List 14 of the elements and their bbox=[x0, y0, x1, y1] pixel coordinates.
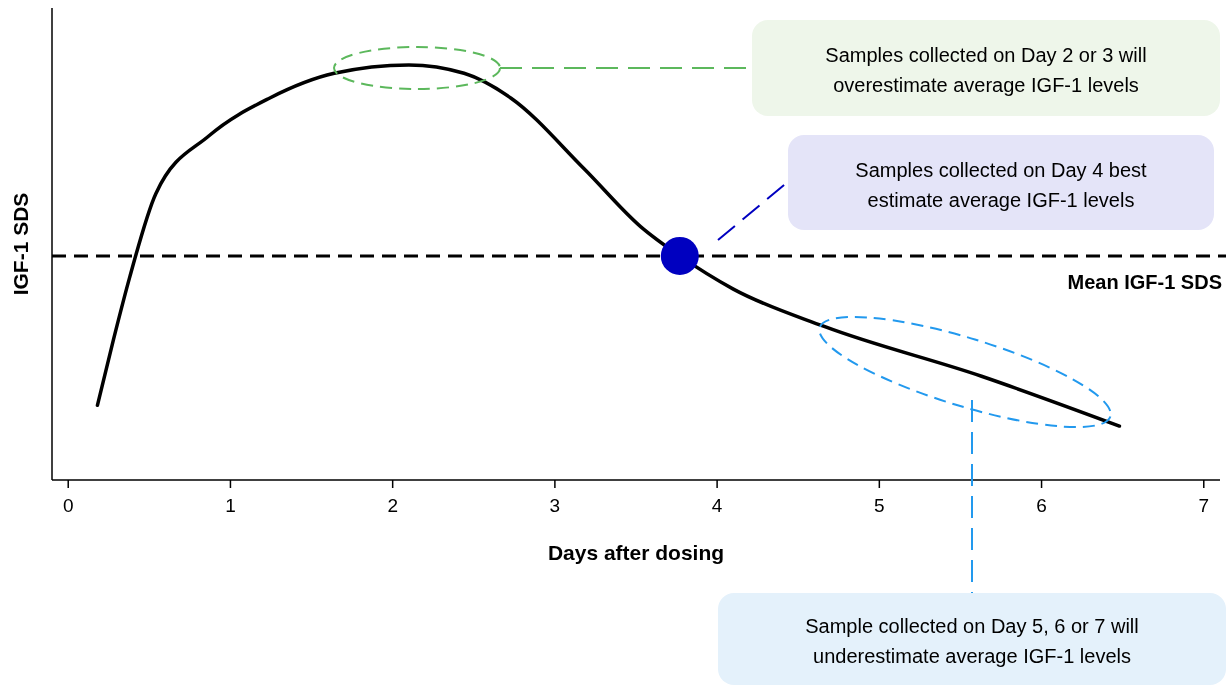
annotation: Samples collected on Day 4 best estimate average IGF-1 levels bbox=[855, 158, 1148, 211]
ref-line-label: Mean IGF-1 SDS bbox=[1067, 270, 1222, 293]
x-tick-label: 1 bbox=[225, 495, 236, 516]
y-axis-title: IGF-1 SDS bbox=[9, 192, 32, 296]
x-tick-label: 6 bbox=[1036, 495, 1047, 516]
x-axis-title: Days after dosing bbox=[547, 541, 725, 564]
x-tick-label: 4 bbox=[711, 495, 723, 516]
x-tick-label: 2 bbox=[387, 495, 398, 516]
x-tick-label: 0 bbox=[62, 495, 74, 516]
text: Sample collected on Day 5, 6 or 7 will underestimate average IGF-1 levels bbox=[805, 615, 1139, 667]
annotation: Samples collected on Day 2 or 3 will overestimate average IGF-1 levels bbox=[825, 44, 1147, 96]
x-tick-label: 3 bbox=[549, 495, 561, 516]
x-tick-label: 5 bbox=[874, 495, 885, 516]
x-tick-label: 7 bbox=[1198, 495, 1210, 516]
